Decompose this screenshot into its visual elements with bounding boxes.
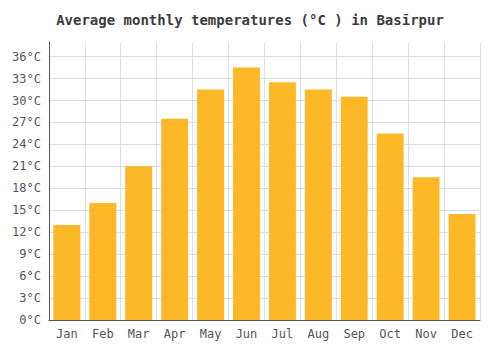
svg-text:Average monthly temperatures (: Average monthly temperatures (°C ) in Ba… [56,12,444,28]
svg-text:Jan: Jan [56,327,78,341]
svg-text:21°C: 21°C [12,159,41,173]
svg-text:30°C: 30°C [12,94,41,108]
svg-text:May: May [200,327,222,341]
svg-text:12°C: 12°C [12,225,41,239]
svg-text:6°C: 6°C [19,269,41,283]
svg-text:24°C: 24°C [12,137,41,151]
svg-text:Sep: Sep [343,327,365,341]
svg-text:Mar: Mar [128,327,150,341]
svg-text:33°C: 33°C [12,72,41,86]
svg-text:3°C: 3°C [19,291,41,305]
svg-text:Dec: Dec [451,327,473,341]
svg-text:Oct: Oct [379,327,401,341]
svg-text:18°C: 18°C [12,181,41,195]
svg-text:Apr: Apr [164,327,186,341]
svg-text:15°C: 15°C [12,203,41,217]
svg-text:9°C: 9°C [19,247,41,261]
svg-text:Jun: Jun [236,327,258,341]
svg-text:Aug: Aug [307,327,329,341]
svg-text:27°C: 27°C [12,115,41,129]
svg-text:Jul: Jul [272,327,294,341]
svg-text:36°C: 36°C [12,50,41,64]
svg-text:Nov: Nov [415,327,437,341]
svg-text:Feb: Feb [92,327,114,341]
svg-text:0°C: 0°C [19,313,41,327]
